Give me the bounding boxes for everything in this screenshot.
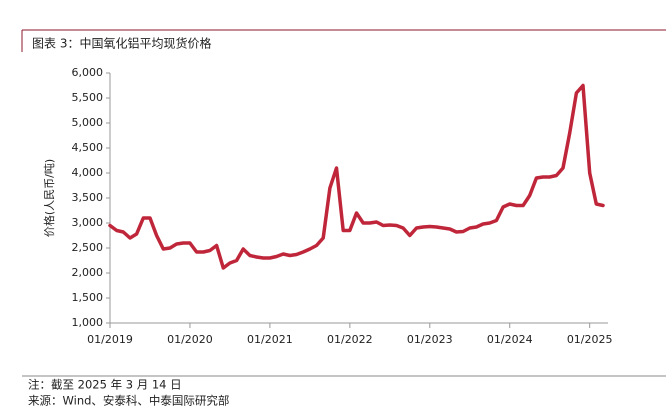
y-tick-label: 4,500 [72, 141, 104, 154]
y-tick-label: 1,500 [72, 291, 104, 304]
y-tick-label: 2,500 [72, 241, 104, 254]
y-tick-label: 3,500 [72, 191, 104, 204]
y-tick-label: 1,000 [72, 316, 104, 329]
x-tick-label: 01/2020 [167, 333, 213, 346]
x-tick-label: 01/2024 [487, 333, 533, 346]
x-tick-label: 01/2025 [567, 333, 613, 346]
y-tick-label: 5,500 [72, 91, 104, 104]
x-tick-label: 01/2022 [327, 333, 373, 346]
y-tick-label: 3,000 [72, 216, 104, 229]
x-tick-label: 01/2019 [87, 333, 133, 346]
y-tick-label: 2,000 [72, 266, 104, 279]
price-line [108, 83, 605, 270]
note: 来源：Wind、安泰科、中泰国际研究部 [28, 394, 229, 408]
y-axis-label: 价格(人民币/吨) [42, 159, 56, 237]
y-tick-label: 4,000 [72, 166, 104, 179]
chart-title: 图表 3：中国氧化铝平均现货价格 [32, 36, 211, 51]
note: 注：截至 2025 年 3 月 14 日 [28, 378, 182, 392]
y-tick-label: 5,000 [72, 116, 104, 129]
x-tick-label: 01/2021 [247, 333, 293, 346]
x-tick-label: 01/2023 [407, 333, 453, 346]
y-tick-label: 6,000 [72, 66, 104, 79]
